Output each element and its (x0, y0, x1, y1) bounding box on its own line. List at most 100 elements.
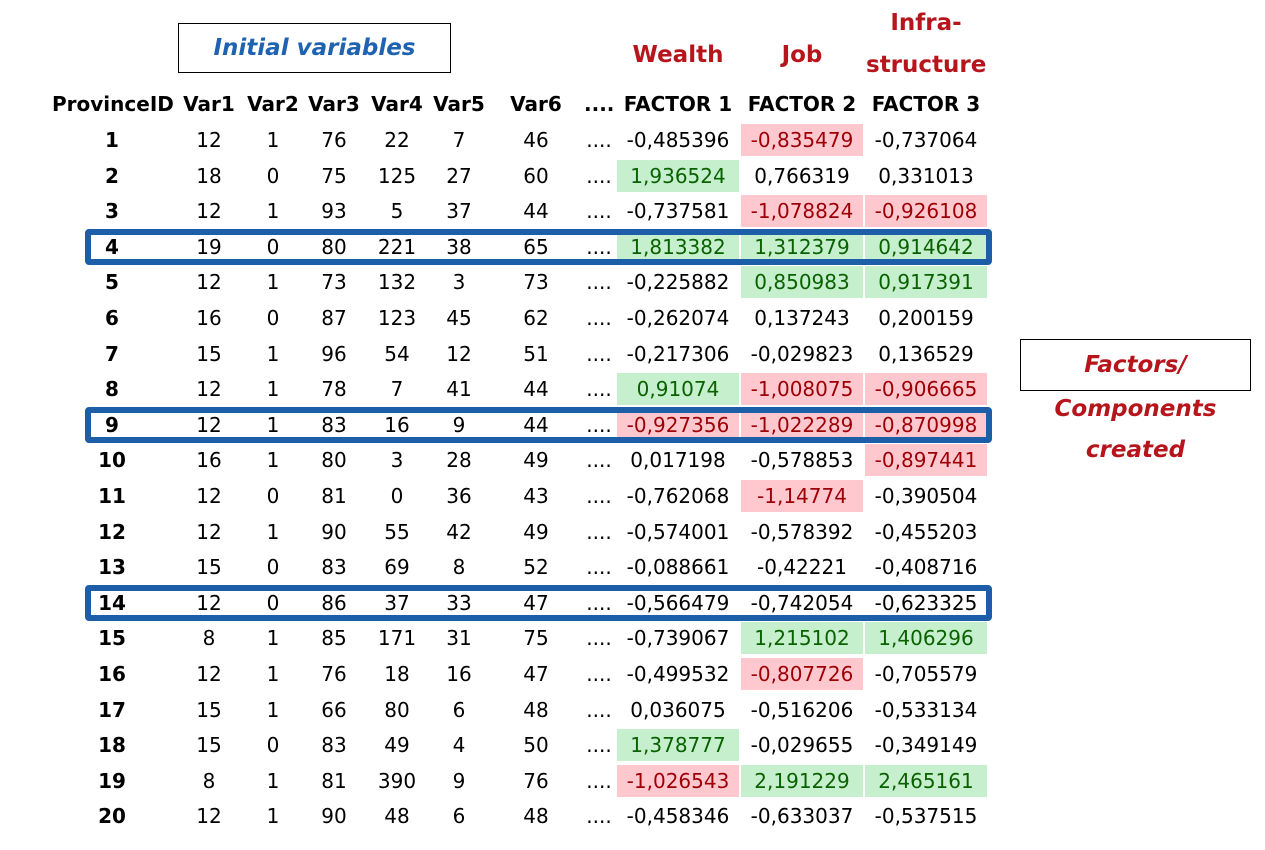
table-cell: 0,850983 (741, 266, 863, 299)
table-cell: -0,578853 (750, 448, 854, 473)
table-cell: 47 (523, 590, 549, 615)
table-cell: -1,14774 (741, 480, 863, 512)
table-cell: 93 (321, 199, 347, 224)
table-cell: 8 (202, 768, 216, 793)
side-label-line2: Components (1054, 396, 1217, 422)
table-cell: 7 (452, 128, 466, 152)
table-cell: 221 (377, 234, 417, 259)
province-id-cell: 6 (105, 306, 119, 330)
table-cell: 48 (384, 804, 410, 829)
table-cell: 96 (321, 341, 347, 366)
table-cell: 69 (384, 555, 410, 580)
table-cell: 9 (452, 412, 466, 437)
table-cell: -0,029823 (750, 341, 854, 366)
table-cell: 12 (196, 662, 222, 686)
table-cell: 8 (452, 555, 466, 580)
table-cell: 1,813382 (617, 230, 739, 263)
table-cell: 48 (523, 804, 549, 829)
province-id-cell: 16 (98, 662, 126, 686)
column-header-1: Var1 (183, 92, 235, 116)
table-cell: .... (586, 662, 612, 686)
table-cell: 171 (377, 626, 417, 651)
table-cell: 12 (196, 412, 222, 437)
table-cell: .... (586, 234, 612, 259)
table-cell: 0,91074 (617, 373, 739, 406)
table-cell: 18 (196, 163, 222, 188)
table-cell: 132 (377, 270, 417, 295)
table-cell: 12 (196, 590, 222, 615)
table-cell: 45 (446, 306, 472, 330)
table-cell: 83 (321, 412, 347, 437)
table-cell: -0,499532 (626, 662, 730, 686)
table-cell: 87 (321, 306, 347, 330)
province-id-cell: 8 (105, 377, 119, 402)
table-cell: -1,008075 (741, 373, 863, 406)
table-cell: 0,137243 (754, 306, 850, 330)
table-cell: 15 (196, 697, 222, 722)
table-cell: 1 (266, 519, 280, 544)
province-id-cell: 15 (98, 626, 126, 651)
table-cell: 0 (266, 590, 280, 615)
table-cell: -0,574001 (626, 519, 730, 544)
table-cell: 15 (196, 341, 222, 366)
table-cell: 0,331013 (878, 163, 974, 188)
table-cell: 15 (196, 733, 222, 758)
province-id-cell: 13 (98, 555, 126, 580)
table-cell: -0,455203 (874, 519, 978, 544)
table-cell: -0,927356 (617, 408, 739, 441)
table-cell: 81 (321, 768, 347, 793)
table-cell: .... (586, 412, 612, 437)
table-cell: 37 (446, 199, 472, 224)
table-cell: 90 (321, 804, 347, 829)
table-cell: 50 (523, 733, 549, 758)
table-cell: 1 (266, 199, 280, 224)
table-cell: -0,926108 (865, 195, 987, 228)
table-cell: .... (586, 590, 612, 615)
table-cell: 125 (377, 163, 417, 188)
table-cell: 1 (266, 128, 280, 152)
initial-variables-box: Initial variables (178, 23, 451, 73)
table-cell: 47 (523, 662, 549, 686)
table-cell: .... (586, 270, 612, 295)
table-cell: 7 (390, 377, 404, 402)
table-cell: -0,906665 (865, 373, 987, 406)
initial-variables-label: Initial variables (213, 35, 416, 61)
table-cell: 65 (523, 234, 549, 259)
column-header-10: FACTOR 3 (871, 92, 981, 116)
table-cell: 76 (321, 128, 347, 152)
table-cell: 2,191229 (741, 764, 863, 797)
table-cell: 19 (196, 234, 222, 259)
table-cell: 44 (523, 377, 549, 402)
province-id-cell: 20 (98, 804, 126, 829)
table-cell: 83 (321, 733, 347, 758)
table-cell: -0,533134 (874, 697, 978, 722)
table-cell: 6 (452, 697, 466, 722)
table-cell: 123 (377, 306, 417, 330)
table-cell: 1 (266, 626, 280, 651)
table-cell: 0,017198 (630, 448, 726, 473)
table-cell: 75 (321, 163, 347, 188)
column-header-5: Var5 (433, 92, 485, 116)
table-cell: 16 (196, 448, 222, 473)
table-cell: 37 (384, 590, 410, 615)
side-label-line1: Factors/ (1084, 352, 1187, 378)
table-cell: 1,936524 (617, 159, 739, 192)
table-cell: 42 (446, 519, 472, 544)
table-cell: 76 (321, 662, 347, 686)
table-cell: 85 (321, 626, 347, 651)
table-cell: 1 (266, 662, 280, 686)
table-cell: 0,766319 (754, 163, 850, 188)
table-cell: 12 (196, 519, 222, 544)
table-cell: 38 (446, 234, 472, 259)
table-cell: -0,390504 (874, 484, 978, 508)
table-cell: .... (586, 484, 612, 508)
table-cell: 1 (266, 377, 280, 402)
province-id-cell: 4 (105, 234, 119, 259)
table-cell: 73 (321, 270, 347, 295)
table-cell: -0,897441 (865, 444, 987, 477)
table-cell: 1 (266, 804, 280, 829)
table-cell: 1 (266, 448, 280, 473)
table-cell: 12 (196, 804, 222, 829)
table-cell: -0,408716 (874, 555, 978, 580)
table-cell: 9 (452, 768, 466, 793)
